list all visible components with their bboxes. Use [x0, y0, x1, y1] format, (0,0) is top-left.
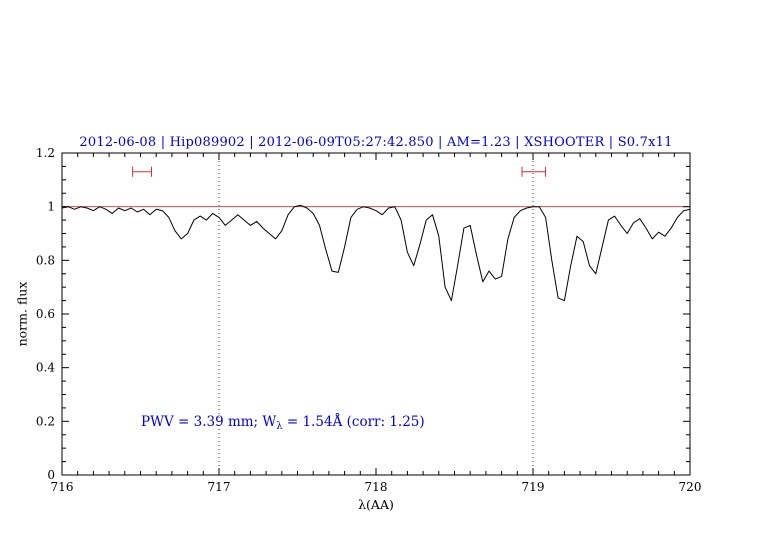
spectrum-line	[61, 204, 691, 302]
x-tick-label: 718	[365, 480, 388, 494]
y-axis-label: norm. flux	[14, 281, 30, 347]
y-tick-label: 0.6	[36, 307, 55, 321]
y-tick-label: 0.8	[36, 253, 55, 267]
dotted-guide-lines	[218, 153, 534, 475]
tick-labels: 716 717 718 719 720 0 0.2 0.4 0.6 0.8 1 1.2	[36, 146, 702, 494]
x-tick-label: 717	[208, 480, 231, 494]
x-tick-label: 720	[679, 480, 702, 494]
x-axis-label: λ(AA)	[358, 497, 394, 512]
pwv-annotation-subscript: λ	[276, 421, 283, 432]
spectrum-series	[61, 204, 691, 302]
y-tick-label: 1.2	[36, 146, 55, 160]
pwv-annotation: PWV = 3.39 mm; Wλ = 1.54Å (corr: 1.25)	[141, 414, 425, 432]
ticks	[61, 152, 691, 476]
x-tick-label: 719	[522, 480, 545, 494]
y-tick-label: 1	[47, 200, 55, 214]
range-markers	[132, 166, 547, 177]
y-tick-label: 0.2	[36, 414, 55, 428]
plot-title: 2012-06-08 | Hip089902 | 2012-06-09T05:2…	[79, 135, 673, 150]
pwv-annotation-prefix: PWV = 3.39 mm; W	[141, 414, 277, 430]
x-tick-label: 716	[51, 480, 74, 494]
pwv-annotation-suffix: = 1.54Å (corr: 1.25)	[282, 414, 425, 430]
y-tick-label: 0	[47, 468, 55, 482]
y-tick-label: 0.4	[36, 361, 55, 375]
